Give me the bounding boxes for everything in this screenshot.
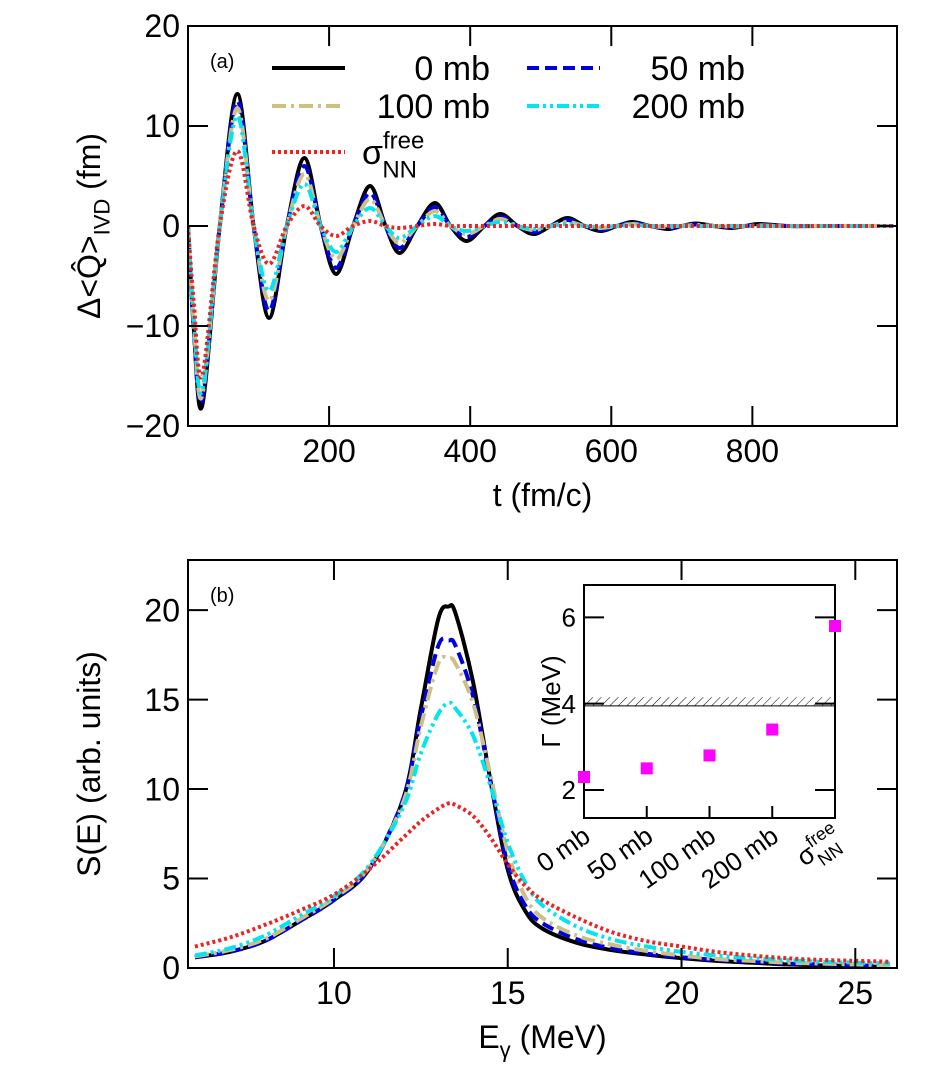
x-tick-label: 20 xyxy=(664,975,700,1011)
x-tick-label: 400 xyxy=(443,433,496,469)
y-axis-label-sub: IVD xyxy=(90,199,115,236)
x-tick-label: 25 xyxy=(837,975,873,1011)
legend-label: 50 mb xyxy=(651,50,746,88)
x-tick-label: σfreeNN xyxy=(789,817,852,878)
point xyxy=(766,723,779,736)
y-tick-label: −10 xyxy=(126,308,180,344)
point xyxy=(640,762,653,775)
y-tick-label: 20 xyxy=(144,592,180,628)
point xyxy=(829,619,841,632)
y-axis-label: Δ<Q̂>IVD (fm) xyxy=(71,133,115,319)
legend-label: 100 mb xyxy=(377,88,490,126)
legend-label-sub: NN xyxy=(382,157,417,184)
x-tick-label: 600 xyxy=(585,433,638,469)
legend-label: σfree NN xyxy=(362,128,424,184)
point xyxy=(578,771,590,784)
y-tick-label: 5 xyxy=(162,861,180,897)
panel-label: (a) xyxy=(210,51,234,73)
y-axis-label: Γ (MeV) xyxy=(536,655,566,747)
x-tick-label: 0 mb xyxy=(531,820,596,878)
y-tick-label: 6 xyxy=(562,602,576,632)
series-line xyxy=(188,105,894,401)
y-axis-label-main: Δ<Q̂> xyxy=(71,235,107,319)
y-tick-label: 0 xyxy=(162,950,180,986)
y-tick-label: 10 xyxy=(144,108,180,144)
x-tick-label: 800 xyxy=(726,433,779,469)
series-line xyxy=(188,98,894,406)
y-axis-label-tail: (fm) xyxy=(71,133,107,199)
series-line xyxy=(188,91,894,411)
y-tick-label: 15 xyxy=(144,682,180,718)
plot-frame xyxy=(187,559,898,969)
y-tick-label: −20 xyxy=(126,408,180,444)
x-axis-label: t (fm/c) xyxy=(493,477,593,513)
x-axis-label-sub: γ xyxy=(500,1038,511,1063)
legend-label: 200 mb xyxy=(632,88,745,126)
y-tick-label: 2 xyxy=(562,775,576,805)
y-axis-label: S(E) (arb. units) xyxy=(71,651,107,877)
x-axis-label-tail: (MeV) xyxy=(511,1019,607,1055)
x-tick-label: 15 xyxy=(490,975,526,1011)
y-tick-label: 4 xyxy=(562,689,576,719)
point xyxy=(703,749,716,762)
legend-label: 0 mb xyxy=(414,50,490,88)
legend-label-sup: free xyxy=(383,128,424,155)
y-tick-label: 10 xyxy=(144,771,180,807)
hatch-band xyxy=(584,697,835,706)
x-tick-label: 10 xyxy=(316,975,352,1011)
x-tick-label: 200 xyxy=(302,433,355,469)
x-axis-label: Eγ (MeV) xyxy=(478,1019,606,1063)
series-line xyxy=(188,113,894,396)
y-tick-label: 20 xyxy=(144,8,180,44)
x-axis-label-main: E xyxy=(478,1019,499,1055)
y-tick-label: 0 xyxy=(162,208,180,244)
legend-label-base: σ xyxy=(362,134,383,172)
panel-label: (b) xyxy=(210,585,234,607)
series-line xyxy=(194,801,891,964)
